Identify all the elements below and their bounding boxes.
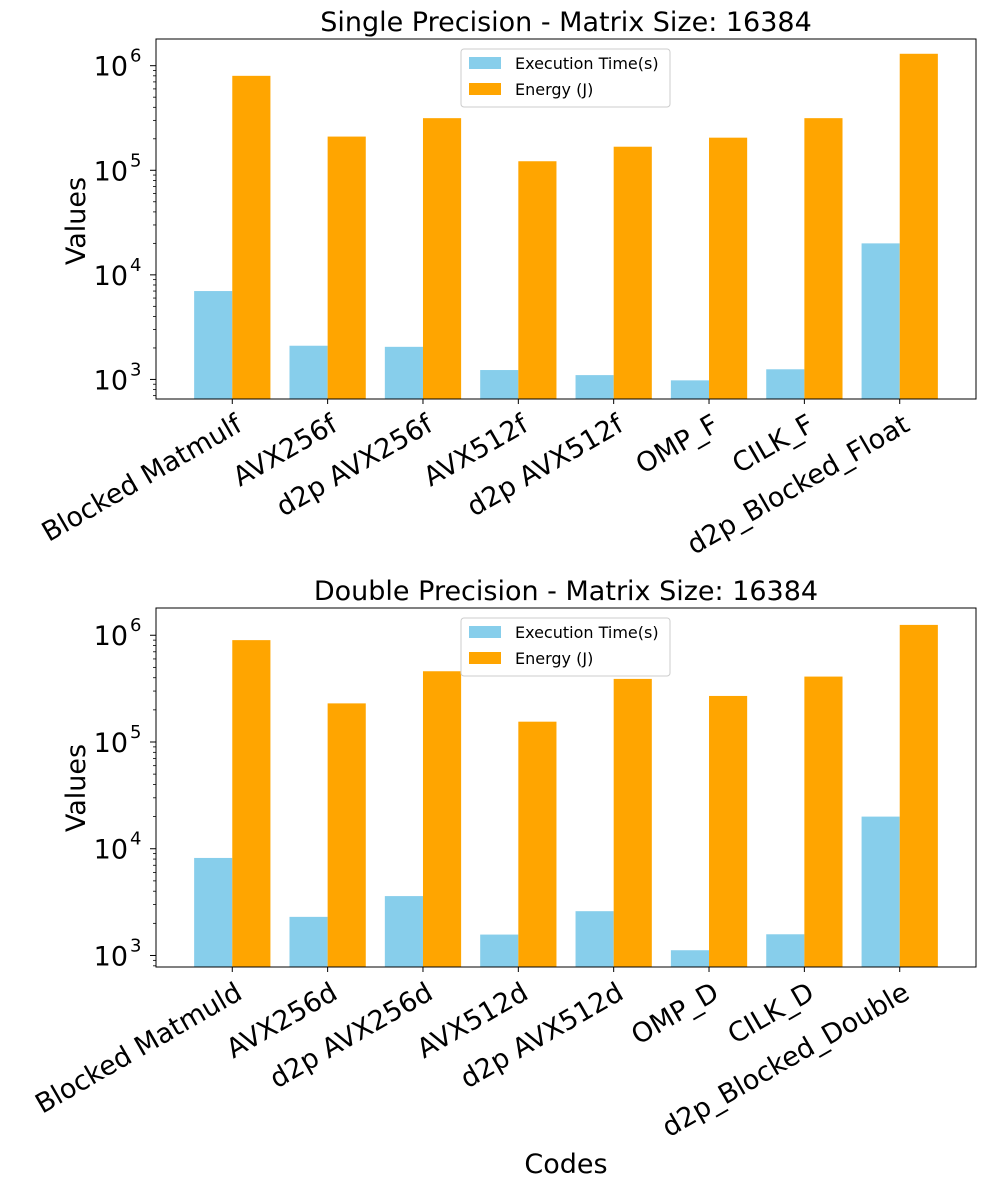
chart-single-precision: Single Precision - Matrix Size: 16384 Va… <box>37 7 977 561</box>
bar-execution-time <box>861 816 900 967</box>
bar-execution-time <box>766 934 805 967</box>
legend-label: Execution Time(s) <box>515 623 659 642</box>
bar-energy <box>327 703 366 967</box>
bar-energy <box>899 53 938 400</box>
bar-energy <box>804 118 843 399</box>
chart-title: Double Precision - Matrix Size: 16384 <box>314 576 818 607</box>
bar-execution-time <box>480 370 519 399</box>
legend-swatch <box>469 652 501 664</box>
y-tick-label: 10 <box>94 941 128 972</box>
y-tick-label: 10 <box>94 835 128 866</box>
bar-execution-time <box>194 857 233 967</box>
bar-execution-time <box>289 345 328 399</box>
x-tick-label: d2p AVX512d <box>455 977 628 1095</box>
bar-execution-time <box>194 291 233 399</box>
bar-execution-time <box>575 375 614 399</box>
plot-frame <box>155 38 977 400</box>
y-tick-exponent: 5 <box>130 150 141 171</box>
x-tick-label: OMP_F <box>631 409 724 481</box>
x-tick-label: Blocked Matmulf <box>37 408 249 548</box>
y-tick-exponent: 6 <box>130 615 141 636</box>
bars <box>194 624 938 967</box>
legend-label: Execution Time(s) <box>515 54 659 73</box>
y-tick-label: 10 <box>94 261 128 292</box>
legend: Execution Time(s) Energy (J) <box>460 48 671 108</box>
bar-execution-time <box>384 346 423 399</box>
bar-execution-time <box>384 896 423 967</box>
bars <box>194 53 938 400</box>
y-tick-exponent: 6 <box>130 46 141 67</box>
legend-swatch <box>469 626 501 638</box>
x-tick-label: OMP_D <box>626 977 724 1051</box>
x-axis-label: Codes <box>524 1149 607 1180</box>
bar-energy <box>422 671 462 967</box>
legend-swatch <box>469 83 501 95</box>
y-axis-label: Values <box>61 744 92 832</box>
y-tick-label: 10 <box>94 156 128 187</box>
bar-execution-time <box>670 950 710 967</box>
legend: Execution Time(s) Energy (J) <box>460 617 671 677</box>
bar-execution-time <box>289 916 328 967</box>
bar-energy <box>709 137 748 399</box>
y-tick-label: 10 <box>94 365 128 396</box>
bar-energy <box>422 118 462 399</box>
x-tick-label: Blocked Matmuld <box>30 977 247 1120</box>
y-axis-label: Values <box>61 177 92 265</box>
bar-energy <box>613 678 652 967</box>
bar-energy <box>804 676 843 967</box>
plot-frame <box>155 607 977 968</box>
y-tick-label: 10 <box>94 728 128 759</box>
bar-energy <box>232 75 271 399</box>
bar-execution-time <box>575 911 614 967</box>
x-tick-label: d2p AVX512f <box>462 408 630 523</box>
legend-box <box>460 617 671 677</box>
legend-box <box>460 48 671 108</box>
chart-title: Single Precision - Matrix Size: 16384 <box>320 7 812 38</box>
legend-label: Energy (J) <box>515 649 593 668</box>
y-tick-exponent: 3 <box>130 359 141 380</box>
y-tick-exponent: 3 <box>130 935 141 956</box>
y-tick-exponent: 4 <box>130 829 141 850</box>
bar-execution-time <box>861 243 900 399</box>
bar-execution-time <box>766 369 805 399</box>
y-tick-label: 10 <box>94 621 128 652</box>
x-tick-label: d2p AVX256f <box>271 408 439 523</box>
bar-energy <box>518 161 557 399</box>
bar-energy <box>518 721 557 967</box>
bar-execution-time <box>480 934 519 967</box>
y-tick-exponent: 5 <box>130 722 141 743</box>
y-tick-label: 10 <box>94 52 128 83</box>
legend-label: Energy (J) <box>515 80 593 99</box>
bar-execution-time <box>670 380 710 399</box>
y-tick-exponent: 4 <box>130 255 141 276</box>
bar-energy <box>232 640 271 967</box>
bar-energy <box>899 624 938 967</box>
bar-energy <box>613 146 652 399</box>
chart-double-precision: Double Precision - Matrix Size: 16384 Va… <box>30 576 977 1180</box>
bar-energy <box>709 695 748 967</box>
legend-swatch <box>469 57 501 69</box>
bar-energy <box>327 136 366 399</box>
x-tick-label: d2p AVX256d <box>265 977 438 1095</box>
